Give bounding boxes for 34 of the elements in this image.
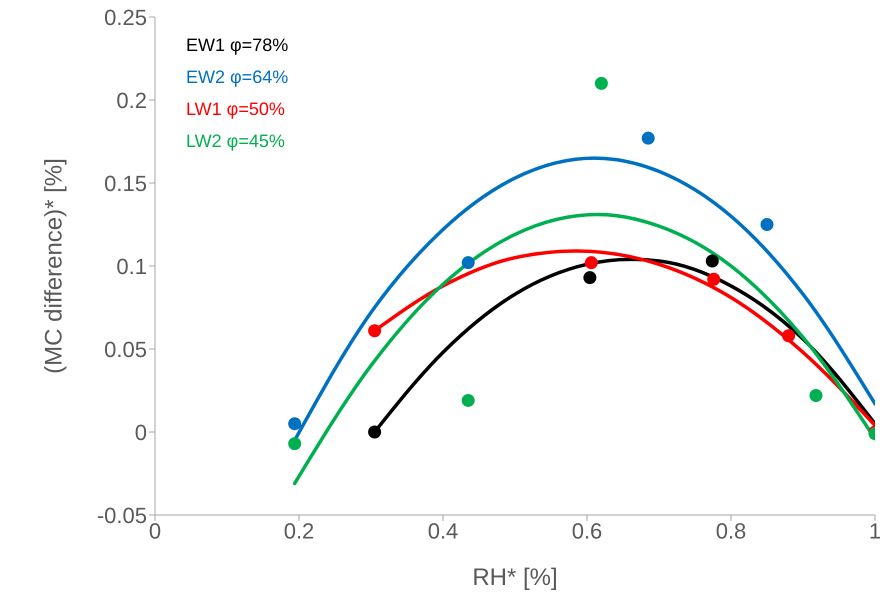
point [462, 394, 475, 407]
point [583, 271, 596, 284]
y-tick-label: 0.1 [116, 254, 147, 279]
x-tick-label: 0.4 [428, 518, 458, 544]
point [706, 254, 719, 268]
point [642, 132, 655, 145]
y-axis-title: (MC difference)* [%] [40, 158, 68, 374]
text: LW1 φ=50% [186, 98, 286, 121]
point [782, 329, 796, 342]
x-axis-title: RH* [%] [472, 564, 558, 591]
text: EW2 φ=64% [186, 66, 288, 89]
x-tick-label: 0.6 [572, 518, 602, 544]
y-tick-label: 0.25 [104, 4, 147, 30]
point [760, 218, 774, 231]
point [288, 417, 302, 430]
text: EW1 φ=78% [186, 34, 288, 57]
point [368, 324, 382, 338]
y-tick-label: 0.15 [104, 170, 147, 196]
x-tick-label: 0.8 [716, 518, 746, 544]
y-tick-label: 0.05 [104, 336, 147, 362]
x-tick-label: 0.2 [284, 518, 314, 544]
x-tick-label: 1 [868, 518, 880, 544]
y-tick-label: 0.2 [116, 88, 147, 113]
point [584, 256, 598, 270]
point [368, 426, 382, 438]
point [288, 437, 302, 450]
point [809, 388, 822, 402]
text: LW2 φ=45% [186, 130, 286, 153]
point [707, 272, 720, 286]
line-series [292, 212, 875, 486]
y-tick-label: 0 [134, 420, 147, 445]
point [462, 256, 475, 270]
point [594, 76, 608, 90]
y-tick-label: -0.05 [96, 502, 147, 528]
